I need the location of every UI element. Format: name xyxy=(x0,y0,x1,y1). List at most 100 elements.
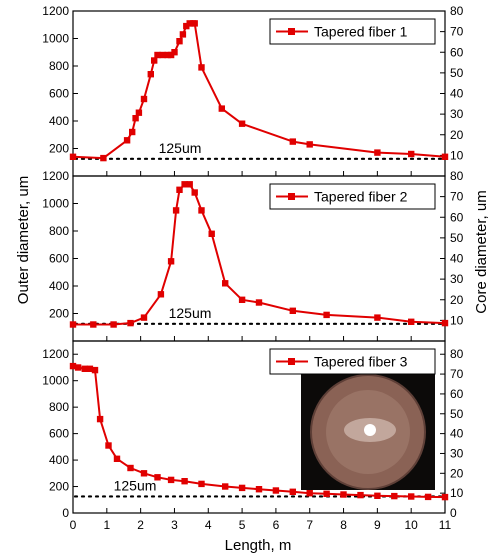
y-right-tick-label: 50 xyxy=(450,407,464,421)
data-point xyxy=(238,296,246,303)
fiber-edge xyxy=(310,374,426,490)
legend-label: Tapered fiber 2 xyxy=(314,189,408,205)
data-point xyxy=(374,314,381,321)
panel-2: 200 400 600 800 1000 1200 10 20 30 40 50 60 70 80 125u… xyxy=(42,169,464,342)
data-point xyxy=(186,20,193,27)
data-point xyxy=(222,280,229,287)
x-axis-label: Length, m xyxy=(225,537,292,554)
data-point xyxy=(191,189,198,196)
x-tick-label: 9 xyxy=(374,518,381,532)
reference-line-label: 125um xyxy=(114,477,157,493)
y-tick-label: 1200 xyxy=(42,169,69,183)
data-point xyxy=(167,476,175,484)
data-point xyxy=(127,464,134,472)
data-point xyxy=(176,38,183,45)
series-line xyxy=(72,365,446,499)
y-tick-label: 1000 xyxy=(42,197,69,211)
data-point xyxy=(424,493,432,501)
data-point xyxy=(164,51,171,59)
data-point xyxy=(69,362,77,370)
y-tick-label: 1200 xyxy=(42,4,69,18)
y-right-tick-label: 60 xyxy=(450,387,464,401)
y-tick-label: 1000 xyxy=(42,32,69,46)
data-point xyxy=(272,487,280,494)
panel-3: 0 200 400 600 800 1000 1200 0 10 20 30 40 50 60 70 80 12… xyxy=(42,340,464,520)
data-point xyxy=(306,490,313,497)
x-tick-label: 3 xyxy=(171,518,178,532)
data-point xyxy=(90,321,97,328)
data-point xyxy=(91,366,99,374)
data-point xyxy=(441,319,449,327)
data-point xyxy=(408,318,415,325)
data-point xyxy=(357,491,364,499)
data-point xyxy=(81,365,88,372)
data-point xyxy=(255,299,263,306)
y-right-tick-label: 30 xyxy=(450,272,464,286)
data-point xyxy=(105,442,112,449)
data-point xyxy=(323,490,330,497)
data-point xyxy=(340,491,347,498)
data-point xyxy=(100,154,107,162)
data-point xyxy=(374,149,381,156)
reference-line-label: 125um xyxy=(169,305,212,321)
data-point xyxy=(179,31,187,38)
y-axis-right-label: Core diameter, um xyxy=(473,190,490,313)
x-axis: 0 1 2 3 4 5 6 7 8 9 10 11 xyxy=(70,518,452,532)
legend-label: Tapered fiber 3 xyxy=(314,354,408,370)
y-right-tick-label: 70 xyxy=(450,190,464,204)
data-point xyxy=(74,364,82,371)
series-line xyxy=(73,183,446,326)
data-point xyxy=(186,181,193,188)
x-tick-label: 5 xyxy=(239,518,246,532)
y-tick-label: 200 xyxy=(49,480,69,494)
data-point xyxy=(408,150,415,158)
data-point xyxy=(167,51,175,59)
data-point xyxy=(441,153,449,160)
y-right-tick-label: 70 xyxy=(450,367,464,381)
legend-marker xyxy=(288,193,295,200)
data-point xyxy=(147,71,154,78)
x-tick-label: 6 xyxy=(273,518,280,532)
data-point xyxy=(408,493,415,500)
data-point xyxy=(183,22,190,30)
data-point xyxy=(127,319,134,327)
y-tick-label: 600 xyxy=(49,252,69,266)
data-point xyxy=(198,480,205,488)
y-axis-left-label: Outer diameter, um xyxy=(15,176,32,304)
y-tick-label: 1000 xyxy=(42,374,69,388)
y-right-tick-label: 20 xyxy=(450,293,464,307)
data-point xyxy=(154,51,161,59)
fiber-core xyxy=(364,424,376,436)
y-tick-label: 200 xyxy=(49,307,69,321)
data-point xyxy=(441,493,449,501)
data-point xyxy=(238,120,246,127)
data-point xyxy=(135,109,143,116)
x-tick-label: 2 xyxy=(137,518,144,532)
x-tick-label: 0 xyxy=(70,518,77,532)
data-point xyxy=(96,415,104,423)
data-point xyxy=(69,153,77,160)
data-point xyxy=(222,483,229,490)
data-point xyxy=(154,474,161,481)
y-tick-label: 600 xyxy=(49,427,69,441)
y-right-tick-label: 80 xyxy=(450,347,464,361)
y-right-tick-label: 30 xyxy=(450,446,464,460)
data-point xyxy=(159,51,166,59)
y-tick-label: 400 xyxy=(49,114,69,128)
y-right-tick-label: 80 xyxy=(450,169,464,183)
y-right-tick-label: 50 xyxy=(450,66,464,80)
data-point xyxy=(218,105,225,112)
y-tick-label: 400 xyxy=(49,279,69,293)
y-tick-label: 800 xyxy=(49,224,69,238)
data-point xyxy=(140,470,148,477)
y-right-tick-label: 80 xyxy=(450,4,464,18)
y-right-tick-label: 20 xyxy=(450,128,464,142)
data-point xyxy=(167,258,175,265)
data-point xyxy=(238,484,246,492)
x-tick-label: 1 xyxy=(103,518,110,532)
data-point xyxy=(198,207,205,214)
data-point xyxy=(306,141,313,148)
y-right-tick-label: 40 xyxy=(450,87,464,101)
y-tick-label: 600 xyxy=(49,87,69,101)
data-point xyxy=(391,492,398,500)
